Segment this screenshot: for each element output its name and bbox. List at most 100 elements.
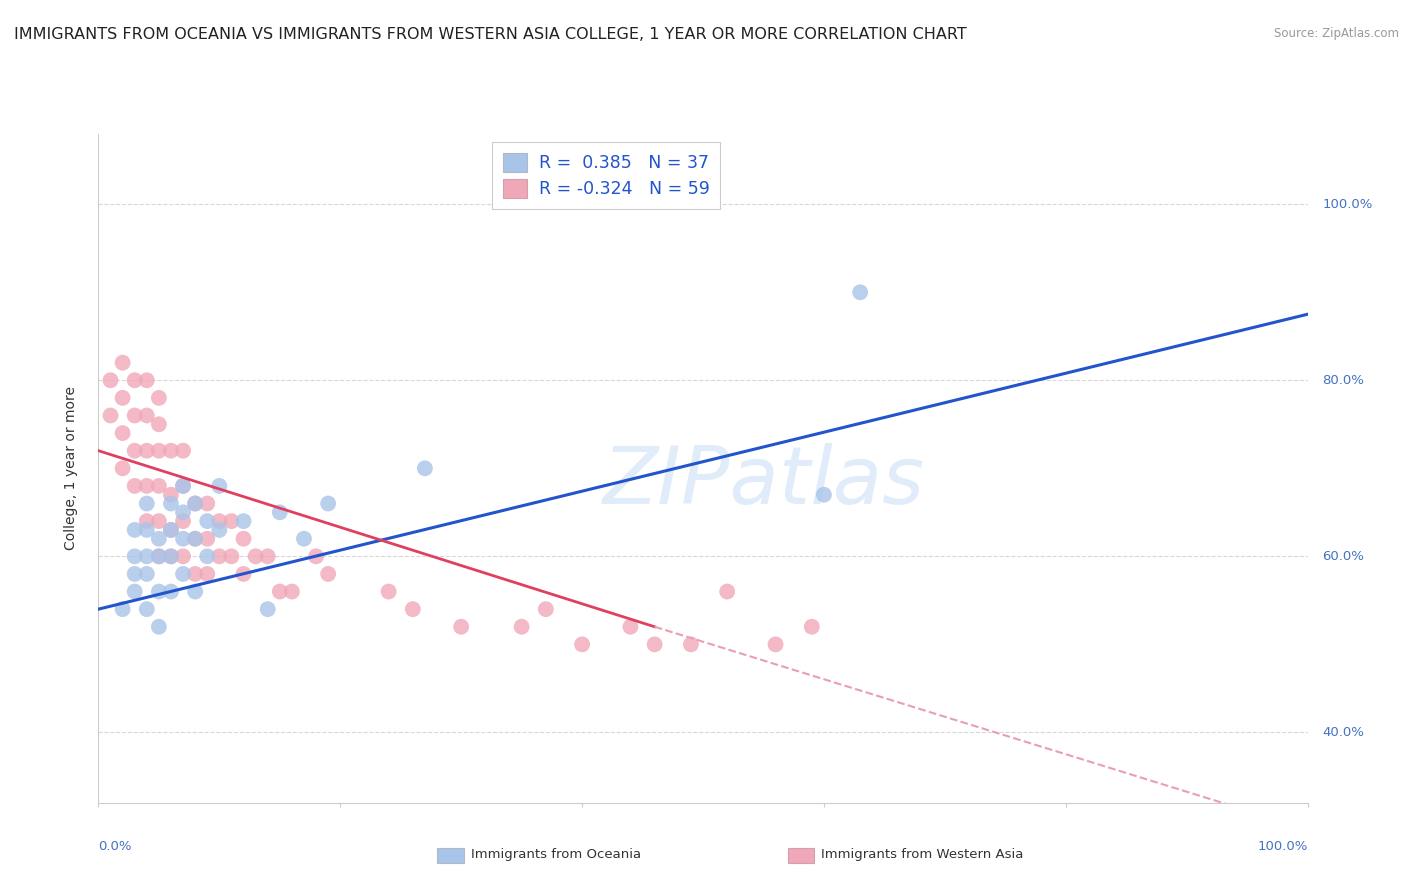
Point: [148, 549, 170, 564]
Point: [135, 566, 157, 581]
Point: [111, 391, 134, 405]
Text: 40.0%: 40.0%: [1322, 726, 1364, 739]
Point: [184, 496, 207, 510]
Point: [195, 532, 218, 546]
Point: [232, 566, 254, 581]
Point: [111, 426, 134, 441]
Point: [195, 514, 218, 528]
Point: [135, 496, 157, 510]
Text: 80.0%: 80.0%: [1322, 374, 1364, 387]
Point: [184, 566, 207, 581]
Point: [195, 566, 218, 581]
Text: 0.0%: 0.0%: [98, 839, 132, 853]
Point: [765, 637, 787, 651]
Text: Immigrants from Oceania: Immigrants from Oceania: [471, 848, 641, 862]
Point: [172, 566, 194, 581]
Point: [232, 514, 254, 528]
Point: [135, 479, 157, 493]
Point: [208, 514, 231, 528]
Text: IMMIGRANTS FROM OCEANIA VS IMMIGRANTS FROM WESTERN ASIA COLLEGE, 1 YEAR OR MORE : IMMIGRANTS FROM OCEANIA VS IMMIGRANTS FR…: [14, 27, 967, 42]
Point: [195, 549, 218, 564]
Point: [124, 443, 146, 458]
Point: [135, 549, 157, 564]
Point: [402, 602, 425, 616]
Point: [172, 549, 194, 564]
Point: [148, 620, 170, 634]
Point: [208, 549, 231, 564]
Point: [849, 285, 872, 300]
Point: [221, 514, 243, 528]
Point: [148, 443, 170, 458]
Point: [813, 488, 835, 502]
Point: [256, 549, 278, 564]
Point: [160, 443, 183, 458]
Point: [316, 496, 339, 510]
Point: [124, 409, 146, 423]
Point: [305, 549, 328, 564]
Point: [450, 620, 472, 634]
Point: [184, 532, 207, 546]
Point: [510, 620, 533, 634]
Point: [195, 496, 218, 510]
Point: [208, 523, 231, 537]
Point: [148, 514, 170, 528]
Text: Source: ZipAtlas.com: Source: ZipAtlas.com: [1274, 27, 1399, 40]
Point: [172, 479, 194, 493]
Point: [413, 461, 436, 475]
Point: [135, 373, 157, 387]
Point: [111, 602, 134, 616]
Point: [208, 479, 231, 493]
Point: [124, 584, 146, 599]
Point: [160, 488, 183, 502]
Point: [111, 461, 134, 475]
Bar: [437, 848, 464, 863]
Point: [160, 523, 183, 537]
Point: [148, 532, 170, 546]
Point: [172, 443, 194, 458]
Point: [135, 514, 157, 528]
Point: [172, 514, 194, 528]
Point: [172, 479, 194, 493]
Point: [534, 602, 557, 616]
Text: 100.0%: 100.0%: [1322, 198, 1372, 211]
Point: [160, 549, 183, 564]
Text: 60.0%: 60.0%: [1322, 549, 1364, 563]
Point: [124, 373, 146, 387]
Point: [571, 637, 593, 651]
Point: [256, 602, 278, 616]
Y-axis label: College, 1 year or more: College, 1 year or more: [63, 386, 77, 550]
Point: [160, 584, 183, 599]
Point: [221, 549, 243, 564]
Point: [184, 532, 207, 546]
Point: [148, 391, 170, 405]
Point: [100, 409, 122, 423]
Point: [135, 602, 157, 616]
Point: [281, 584, 304, 599]
Point: [184, 496, 207, 510]
Point: [111, 356, 134, 370]
Point: [124, 523, 146, 537]
Point: [232, 532, 254, 546]
Text: ZIPatlas: ZIPatlas: [602, 442, 925, 521]
Point: [377, 584, 399, 599]
Point: [172, 532, 194, 546]
Text: 100.0%: 100.0%: [1257, 839, 1308, 853]
Point: [160, 496, 183, 510]
Point: [160, 523, 183, 537]
Point: [269, 584, 291, 599]
Point: [716, 584, 738, 599]
Bar: [787, 848, 814, 863]
Point: [184, 584, 207, 599]
Point: [292, 532, 315, 546]
Point: [148, 479, 170, 493]
Point: [269, 505, 291, 519]
Point: [135, 443, 157, 458]
Point: [644, 637, 666, 651]
Point: [135, 409, 157, 423]
Point: [148, 549, 170, 564]
Point: [135, 523, 157, 537]
Point: [100, 373, 122, 387]
Point: [124, 549, 146, 564]
Point: [124, 479, 146, 493]
Point: [679, 637, 702, 651]
